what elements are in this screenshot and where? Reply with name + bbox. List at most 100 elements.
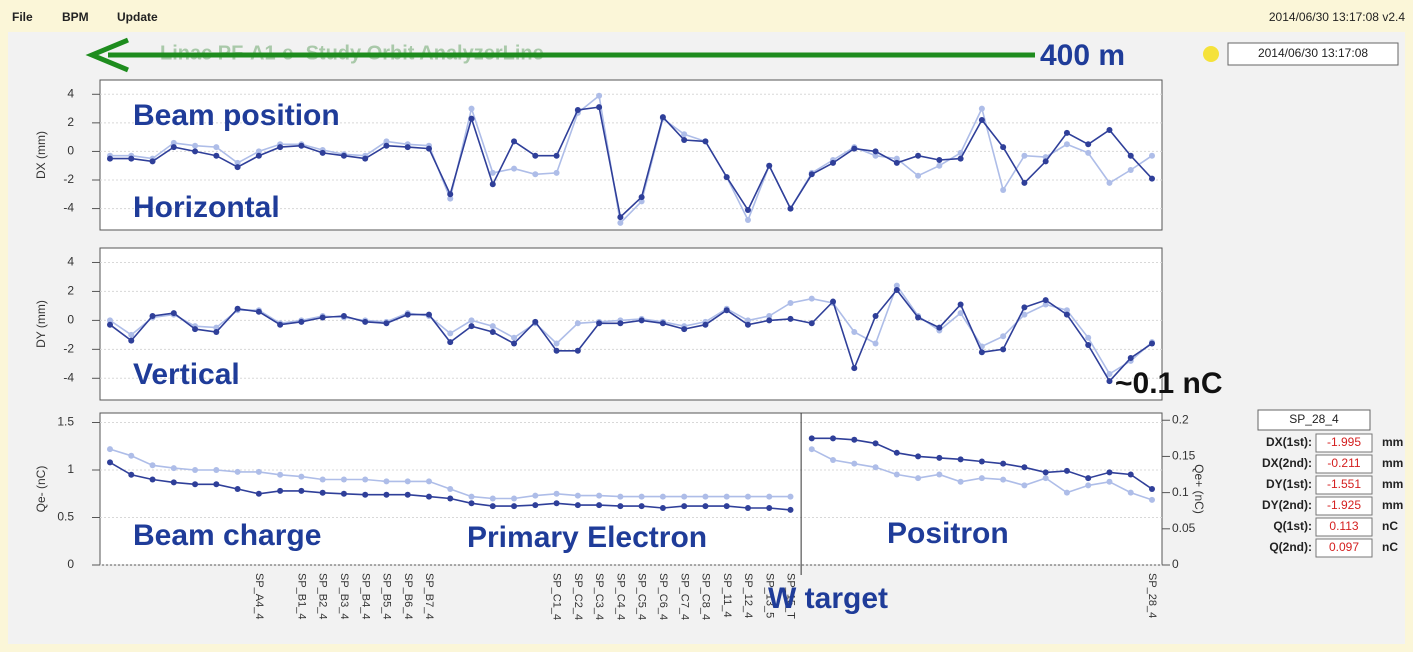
bpm-box xyxy=(1257,409,1371,431)
data-point xyxy=(255,468,262,475)
data-point xyxy=(787,205,794,212)
y-tick-label: 2 xyxy=(67,284,74,298)
x-tick-label: SP_C7_4 xyxy=(678,573,690,620)
menu-file[interactable]: File xyxy=(12,10,33,24)
data-point xyxy=(872,313,879,320)
data-point xyxy=(872,464,879,471)
data-point xyxy=(1063,311,1070,318)
readout-value: -1.995 xyxy=(1327,435,1361,449)
data-point xyxy=(872,440,879,447)
data-point xyxy=(830,457,837,464)
data-point xyxy=(1127,489,1134,496)
data-point xyxy=(255,148,262,155)
data-point xyxy=(1106,478,1113,485)
data-point xyxy=(319,476,326,483)
data-point xyxy=(128,337,135,344)
data-point xyxy=(723,493,730,500)
annotation: Vertical xyxy=(133,358,240,391)
annotation: ~0.1 nC xyxy=(1115,367,1223,400)
data-point xyxy=(744,217,751,223)
x-tick-label: SP_B5_4 xyxy=(381,573,393,619)
data-point xyxy=(170,479,177,486)
data-point xyxy=(319,314,326,321)
menu-update[interactable]: Update xyxy=(117,10,158,24)
data-point xyxy=(532,492,539,499)
data-point xyxy=(1042,475,1049,482)
data-point xyxy=(362,476,369,483)
data-point xyxy=(1042,469,1049,476)
data-point xyxy=(1000,460,1007,467)
data-point xyxy=(617,493,624,500)
data-point xyxy=(553,340,560,347)
data-point xyxy=(107,459,113,466)
data-point xyxy=(213,324,220,331)
data-point xyxy=(1085,475,1092,482)
data-point xyxy=(255,490,262,497)
data-point xyxy=(936,157,943,163)
data-point xyxy=(489,503,496,510)
data-point xyxy=(702,138,709,145)
data-point xyxy=(617,214,624,221)
data-point xyxy=(107,321,113,328)
readout-label: Q(2nd): xyxy=(1269,540,1312,554)
data-point xyxy=(1021,152,1028,159)
data-point xyxy=(744,207,751,213)
data-point xyxy=(298,473,305,480)
y2-tick-label: 0.2 xyxy=(1172,412,1189,426)
annotation: W target xyxy=(768,582,888,615)
x-tick-label: SP_28_4 xyxy=(1146,573,1158,618)
data-point xyxy=(872,340,879,347)
status-led xyxy=(1203,46,1219,62)
data-point xyxy=(383,491,390,498)
data-point xyxy=(234,159,241,166)
data-point xyxy=(957,155,964,162)
data-point xyxy=(872,148,879,155)
data-point xyxy=(957,301,964,308)
readout-value: -0.211 xyxy=(1327,456,1360,470)
data-point xyxy=(149,476,156,483)
plots: DX (mm) -4 -2 0 2 4 DY (mm) -4 -2 0 2 4 Qe- (nC) 0 0.5… xyxy=(34,79,1206,620)
data-point xyxy=(511,503,518,510)
data-point xyxy=(787,315,794,322)
readout-box xyxy=(1315,475,1373,495)
data-point xyxy=(149,158,156,165)
data-point xyxy=(532,318,539,325)
data-point xyxy=(596,104,603,111)
readout-value: 0.097 xyxy=(1329,540,1359,554)
data-point xyxy=(851,145,858,152)
data-point xyxy=(574,107,581,113)
data-point xyxy=(1063,307,1070,314)
arrow-head xyxy=(85,37,129,73)
series-line xyxy=(109,288,1153,383)
x-tick-label: SP_11_4 xyxy=(721,573,733,617)
data-point xyxy=(553,500,560,507)
data-point xyxy=(681,137,688,143)
x-tick-label: SP_B2_4 xyxy=(317,573,329,619)
data-point xyxy=(1085,482,1092,489)
y-tick-label: 0 xyxy=(67,144,74,158)
data-point xyxy=(383,320,390,327)
data-point xyxy=(532,152,539,159)
data-point xyxy=(447,191,454,198)
data-point xyxy=(1127,471,1134,478)
x-tick-label: SP_B6_4 xyxy=(402,573,414,619)
data-point xyxy=(468,115,475,122)
data-point xyxy=(787,493,794,500)
data-point xyxy=(1021,464,1028,471)
data-point xyxy=(915,314,922,321)
data-point xyxy=(978,475,985,482)
y2-axis-label: Qe+ (nC) xyxy=(1192,464,1206,514)
data-point xyxy=(787,300,794,307)
data-point xyxy=(404,478,411,485)
data-point xyxy=(1085,149,1092,156)
data-point xyxy=(277,487,284,494)
data-point xyxy=(553,490,560,497)
data-point xyxy=(659,320,666,327)
bpm-name: SP_28_4 xyxy=(1289,412,1339,426)
data-point xyxy=(596,492,603,499)
data-point xyxy=(723,307,730,314)
data-point xyxy=(383,478,390,485)
distance: 400 m xyxy=(1040,39,1125,72)
menu-bpm[interactable]: BPM xyxy=(62,10,89,24)
data-point xyxy=(830,435,837,442)
